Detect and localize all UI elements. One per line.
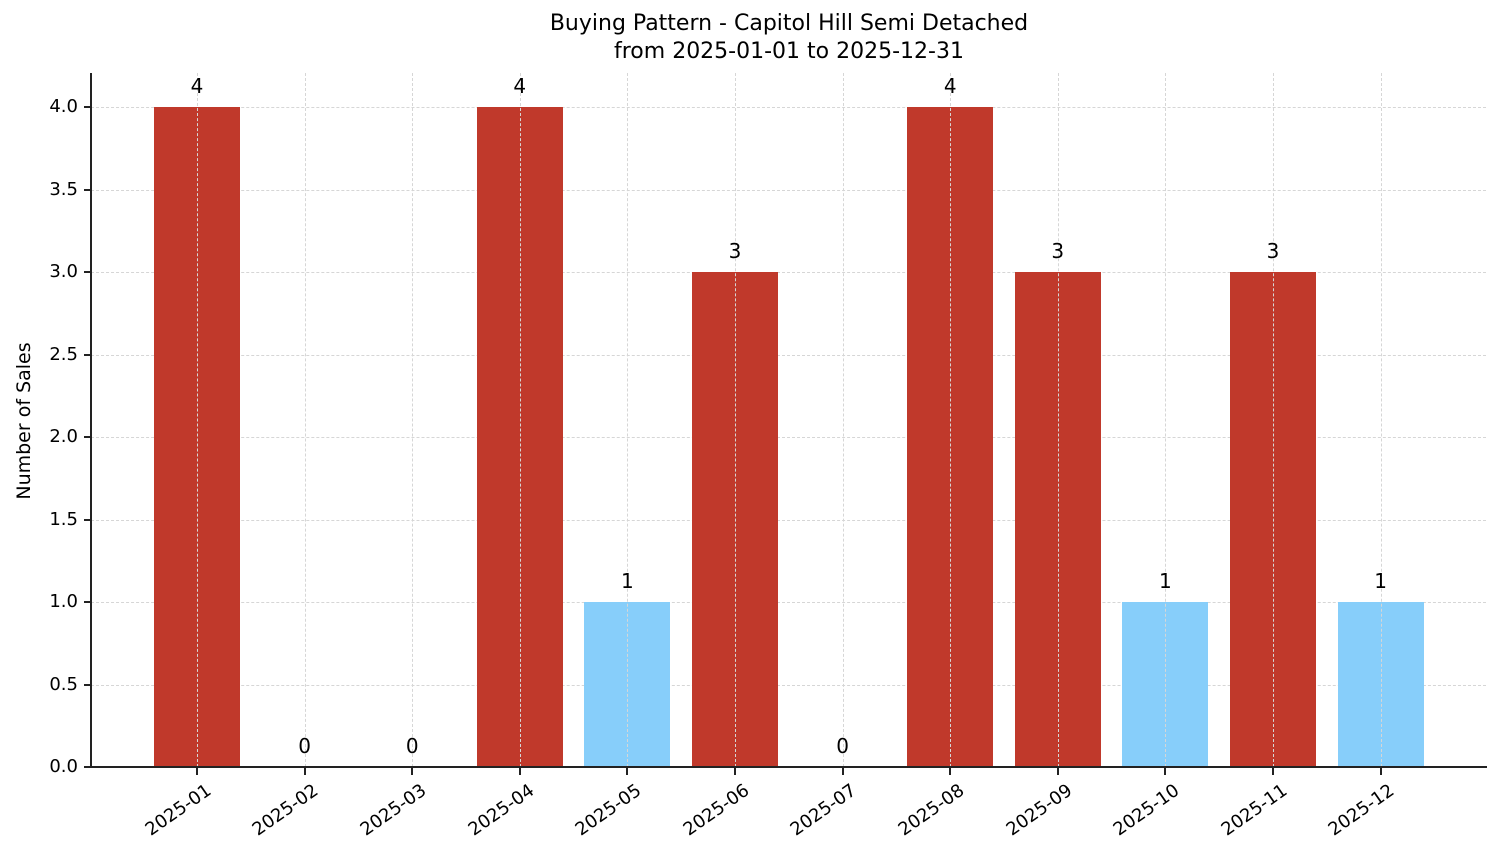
x-tick-label: 2025-06 [679, 780, 754, 841]
y-tick [84, 436, 91, 438]
y-tick [84, 106, 91, 108]
x-tick-label: 2025-10 [1109, 780, 1184, 841]
x-tick [1379, 768, 1382, 775]
x-tick [626, 768, 629, 775]
bar-value-label: 1 [621, 569, 634, 593]
chart-title-main: Buying Pattern - Capitol Hill Semi Detac… [549, 11, 1029, 36]
x-tick [1164, 768, 1167, 775]
bar-value-label: 4 [190, 74, 204, 98]
y-tick [84, 766, 91, 768]
x-tick [734, 768, 736, 775]
bar-value-label: 3 [1266, 239, 1280, 263]
y-tick [84, 518, 91, 521]
x-axis-spine [90, 766, 1487, 768]
bar-value-label: 3 [1051, 239, 1065, 263]
bar-value-label: 4 [943, 74, 957, 98]
y-tick-label: 1.0 [49, 591, 78, 612]
x-gridline [519, 73, 521, 767]
y-gridline [91, 189, 1486, 191]
x-tick [1272, 768, 1274, 775]
x-gridline [950, 73, 952, 767]
bar-value-label: 1 [1374, 569, 1387, 593]
x-tick-label: 2025-11 [1217, 780, 1292, 841]
x-tick-label: 2025-04 [464, 780, 538, 841]
x-gridline [1273, 73, 1274, 767]
x-gridline [304, 73, 306, 767]
x-tick [949, 768, 952, 775]
x-tick-label: 2025-02 [248, 780, 323, 841]
bar-value-label: 3 [728, 239, 742, 263]
x-gridline [412, 73, 414, 767]
x-tick-label: 2025-05 [571, 780, 646, 841]
bar-value-label: 0 [298, 734, 311, 758]
y-tick-label: 0.5 [49, 673, 78, 695]
y-tick [84, 353, 91, 356]
chart-subtitle: from 2025-01-01 to 2025-12-31 [614, 39, 964, 64]
x-tick-label: 2025-07 [786, 780, 861, 841]
x-gridline [197, 73, 198, 767]
y-tick [84, 601, 91, 603]
x-gridline [842, 73, 844, 767]
x-tick [1056, 768, 1059, 775]
y-gridline [91, 602, 1486, 603]
y-tick [84, 271, 91, 273]
y-tick-label: 4.0 [49, 96, 78, 117]
x-tick [518, 768, 521, 775]
x-gridline [1057, 73, 1059, 767]
x-tick [196, 768, 198, 775]
bar-value-label: 0 [836, 734, 849, 758]
y-gridline [91, 437, 1486, 438]
y-gridline [91, 684, 1486, 686]
x-gridline [735, 73, 736, 767]
y-axis-label: Number of Sales [13, 342, 35, 500]
y-tick [84, 188, 91, 191]
bar-value-label: 4 [513, 74, 527, 98]
bar-value-label: 0 [405, 734, 419, 758]
x-gridline [627, 73, 629, 767]
y-tick-label: 3.5 [49, 178, 78, 200]
x-gridline [1380, 73, 1382, 767]
y-axis-spine [90, 73, 92, 768]
y-tick-label: 1.5 [49, 508, 78, 530]
y-gridline [91, 107, 1486, 108]
y-tick-label: 3.0 [49, 261, 78, 282]
x-tick-label: 2025-09 [1002, 780, 1076, 841]
y-tick [84, 683, 91, 686]
x-tick [303, 768, 306, 775]
y-gridline [91, 354, 1486, 356]
chart-title: Buying Pattern - Capitol Hill Semi Detac… [0, 10, 1501, 66]
y-gridline [91, 519, 1486, 521]
y-tick-label: 0.0 [49, 756, 78, 777]
y-tick-label: 2.5 [49, 343, 78, 365]
y-tick-label: 2.0 [49, 426, 78, 447]
x-tick-label: 2025-08 [894, 780, 969, 841]
x-tick-label: 2025-03 [356, 780, 431, 841]
x-tick [411, 768, 414, 775]
y-gridline [91, 272, 1486, 273]
bar-value-label: 1 [1159, 569, 1172, 593]
plot-area: 4 0 0 4 1 3 0 4 3 1 3 1 [91, 73, 1486, 768]
x-tick-label: 2025-12 [1324, 780, 1399, 841]
x-tick-label: 2025-01 [141, 780, 216, 841]
x-tick [841, 768, 844, 775]
x-gridline [1165, 73, 1167, 767]
